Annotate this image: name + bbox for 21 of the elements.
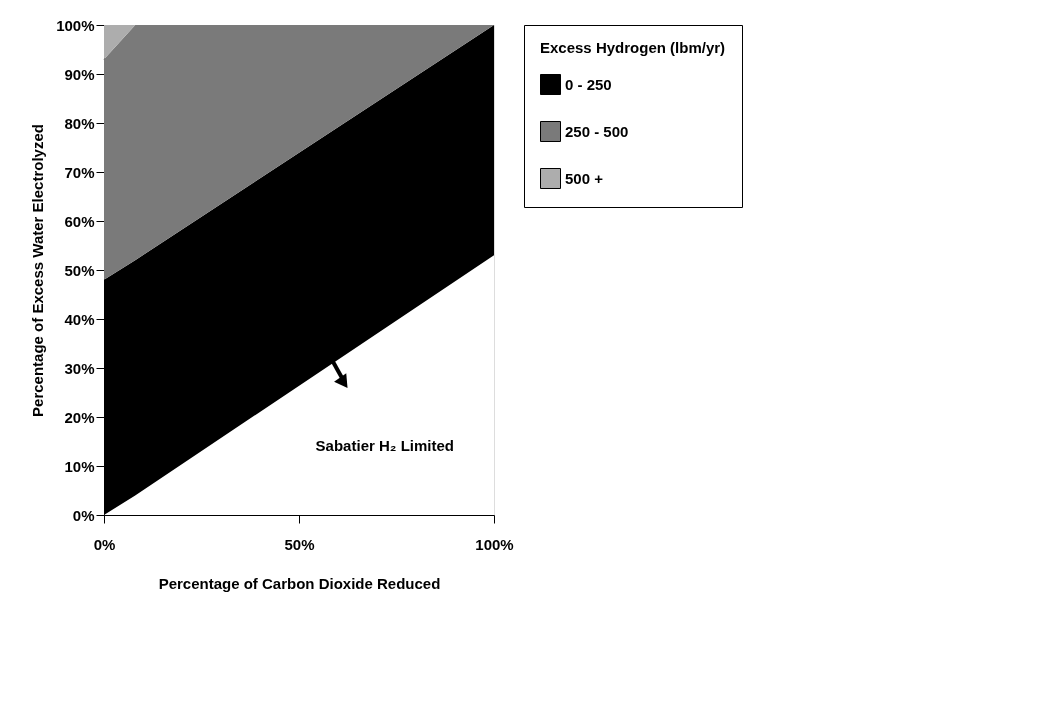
y-axis-title: Percentage of Excess Water Electrolyzed [29,124,47,417]
annotation: Sabatier H₂ Limited [315,437,454,455]
legend-label: 250 - 500 [565,122,629,140]
y-tick-label: 100% [56,16,95,34]
y-tick-label: 60% [64,212,95,230]
x-tick-label: 100% [475,535,514,553]
legend-label: 500 + [565,169,604,187]
y-tick-label: 40% [64,310,95,328]
y-tick-label: 30% [64,359,95,377]
x-axis-title: Percentage of Carbon Dioxide Reduced [158,574,441,592]
y-tick-label: 10% [64,457,95,475]
legend-label: 0 - 250 [565,75,612,93]
x-tick-label: 0% [93,535,116,553]
x-tick-label: 50% [284,535,315,553]
y-tick-label: 70% [64,163,95,181]
y-tick-label: 20% [64,408,95,426]
legend-title: Excess Hydrogen (lbm/yr) [540,39,726,56]
y-tick-label: 0% [72,506,95,524]
y-tick-label: 50% [64,261,95,279]
y-tick-label: 80% [64,114,95,132]
y-tick-label: 90% [64,65,95,83]
